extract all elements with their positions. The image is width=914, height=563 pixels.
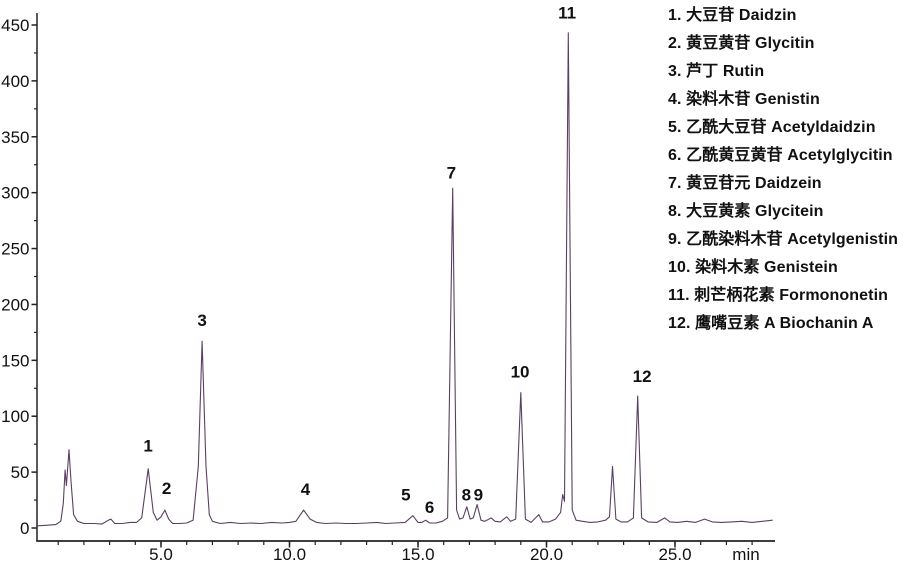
x-tick-label: 20.0: [530, 545, 563, 563]
peak-label-6: 6: [425, 498, 434, 517]
legend-item-8: 8. 大豆黄素 Glycitein: [668, 203, 824, 220]
legend-item-9: 9. 乙酰染料木苷 Acetylgenistin: [668, 231, 898, 248]
legend-item-1: 1. 大豆苷 Daidzin: [668, 7, 797, 24]
x-tick-label: 15.0: [401, 545, 434, 563]
peak-label-1: 1: [143, 436, 152, 455]
y-tick-label: 300: [1, 184, 29, 203]
legend-item-4: 4. 染料木苷 Genistin: [668, 91, 820, 108]
legend-item-10: 10. 染料木素 Genistein: [668, 259, 838, 276]
compound-legend: 1. 大豆苷 Daidzin 2. 黄豆黄苷 Glycitin 3. 芦丁 Ruti…: [668, 2, 898, 338]
peak-label-10: 10: [511, 363, 530, 382]
x-tick-label: 10.0: [273, 545, 306, 563]
y-tick-label: 450: [1, 16, 29, 35]
peak-label-5: 5: [401, 485, 410, 504]
y-tick-label: 250: [1, 240, 29, 259]
y-tick-label: 50: [11, 463, 30, 482]
legend-item-12: 12. 鹰嘴豆素 A Biochanin A: [668, 315, 874, 332]
y-tick-label: 400: [1, 72, 29, 91]
peak-label-11: 11: [558, 4, 576, 23]
x-axis-unit-label: min: [732, 545, 759, 563]
legend-item-5: 5. 乙酰大豆苷 Acetyldaidzin: [668, 119, 876, 136]
peak-label-4: 4: [301, 480, 311, 499]
legend-item-6: 6. 乙酰黄豆黄苷 Acetylglycitin: [668, 147, 893, 164]
legend-item-3: 3. 芦丁 Rutin: [668, 63, 765, 80]
peak-label-9: 9: [474, 485, 483, 504]
peak-label-2: 2: [162, 479, 171, 498]
legend-item-7: 7. 黄豆苷元 Daidzein: [668, 175, 822, 192]
y-tick-label: 350: [1, 128, 29, 147]
y-tick-label: 100: [1, 407, 29, 426]
x-tick-label: 5.0: [149, 545, 173, 563]
peak-label-3: 3: [197, 311, 206, 330]
peak-label-12: 12: [633, 367, 652, 386]
chromatogram-trace: [37, 32, 773, 527]
y-tick-label: 200: [1, 295, 29, 314]
legend-item-2: 2. 黄豆黄苷 Glycitin: [668, 35, 815, 52]
y-tick-label: 150: [1, 351, 29, 370]
peak-label-7: 7: [447, 164, 456, 183]
peak-label-8: 8: [462, 485, 471, 504]
legend-item-11: 11. 刺芒柄花素 Formononetin: [668, 287, 888, 304]
x-tick-label: 25.0: [658, 545, 691, 563]
y-tick-label: 0: [20, 519, 29, 538]
